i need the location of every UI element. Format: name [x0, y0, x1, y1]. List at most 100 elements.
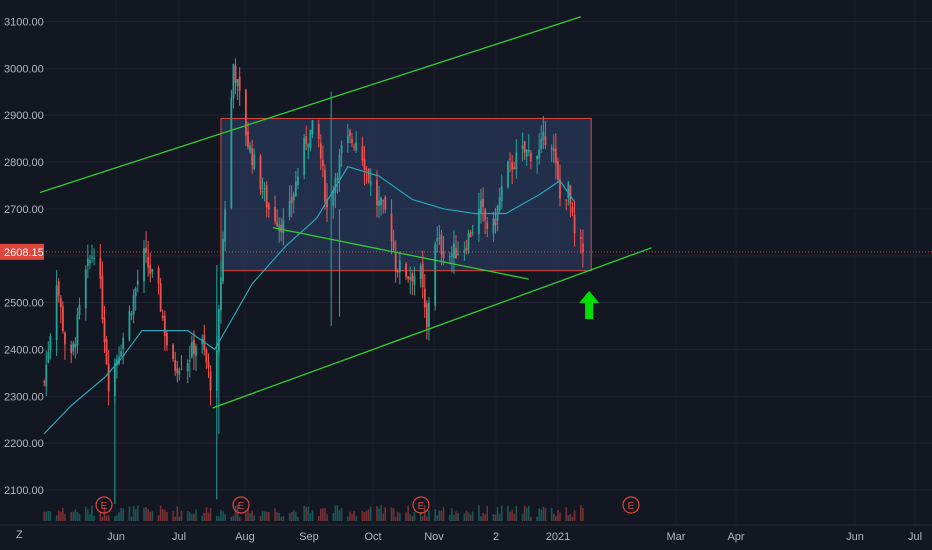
candle-body: [74, 343, 77, 348]
volume-bar: [261, 510, 264, 521]
candle-body: [172, 344, 175, 360]
candle-body: [76, 314, 79, 346]
volume-bar: [70, 512, 72, 521]
volume-bar: [384, 507, 387, 521]
candle-body: [321, 160, 324, 167]
candle-body: [130, 313, 133, 316]
volume-bar: [424, 505, 426, 521]
candle-body: [440, 234, 443, 254]
x-tick-label: Oct: [364, 531, 381, 543]
candle-body: [89, 260, 91, 264]
volume-bar: [101, 516, 104, 521]
candle-body: [390, 213, 393, 242]
volume-bar: [195, 509, 197, 521]
volume-bar: [307, 506, 310, 521]
volume-bar: [442, 507, 445, 521]
candle-body: [236, 79, 239, 87]
earnings-marker-label: E: [628, 501, 635, 512]
candle-body: [143, 248, 145, 282]
volume-bar: [103, 506, 106, 521]
volume-bar: [320, 508, 322, 521]
candle-body: [84, 269, 87, 309]
candle-body: [186, 363, 189, 372]
volume-bar: [540, 509, 543, 521]
volume-bar: [486, 506, 488, 521]
volume-bar: [426, 516, 428, 521]
candle-body: [480, 200, 482, 213]
volume-bar: [448, 514, 451, 521]
volume-bar: [178, 516, 181, 521]
volume-bar: [567, 515, 570, 521]
volume-bar: [515, 505, 518, 521]
candle-body: [59, 297, 62, 307]
volume-bar: [99, 511, 102, 521]
volume-bar: [467, 512, 470, 521]
candle-body: [511, 161, 514, 170]
volume-bar: [338, 510, 341, 521]
candle-body: [251, 148, 254, 166]
candle-body: [57, 281, 60, 296]
arrow-up-icon: [579, 290, 600, 319]
volume-bar: [234, 505, 237, 521]
volume-bar: [411, 516, 414, 521]
volume-bar: [245, 512, 247, 521]
volume-bar: [407, 505, 409, 521]
volume-bar: [268, 511, 270, 521]
volume-bar: [347, 516, 349, 521]
candle-body: [43, 381, 46, 383]
candle-body: [378, 200, 380, 206]
candle-body: [288, 200, 291, 217]
volume-bar: [166, 511, 168, 521]
candle-body: [436, 238, 439, 242]
candle-body: [428, 302, 430, 327]
candle-body: [355, 142, 358, 151]
volume-bar: [297, 516, 299, 521]
candle-body: [351, 138, 353, 143]
candle-body: [207, 362, 210, 369]
candle-body: [336, 177, 339, 180]
volume-bar: [322, 508, 324, 521]
volume-bar: [151, 511, 154, 521]
candle-body: [434, 243, 437, 306]
volume-bar: [571, 516, 574, 521]
volume-bar: [451, 508, 453, 521]
volume-bar: [544, 507, 547, 521]
volume-bar: [172, 511, 174, 521]
candle-body: [234, 65, 237, 84]
candle-body: [507, 161, 509, 188]
annotations-front: [39, 16, 652, 409]
volume-bar: [49, 511, 52, 521]
candle-body: [398, 260, 401, 272]
candle-body: [147, 256, 150, 268]
volume-bar: [292, 510, 295, 521]
volume-bar: [87, 509, 89, 521]
candle-body: [573, 214, 576, 234]
candle-body: [394, 253, 397, 272]
candle-body: [411, 272, 414, 282]
volume-bar: [557, 510, 559, 521]
candle-body: [324, 169, 326, 202]
volume-bar: [394, 516, 397, 521]
volume-bar: [334, 505, 337, 521]
candle-body: [294, 181, 297, 196]
candle-body: [409, 277, 412, 280]
candle-body: [361, 146, 364, 161]
volume-bar: [282, 515, 285, 521]
candle-body: [392, 240, 395, 251]
candle-body: [145, 247, 147, 253]
candle-body: [220, 277, 222, 311]
candle-body: [579, 237, 582, 240]
candle-body: [201, 339, 204, 345]
volume-bar: [191, 514, 193, 521]
candle-body: [527, 149, 530, 153]
volume-bar: [507, 505, 509, 521]
volume-bar: [136, 505, 139, 521]
x-tick-label: Jul: [908, 531, 922, 543]
candle-body: [494, 218, 497, 226]
candle-body: [151, 269, 154, 272]
volume-bar: [559, 512, 561, 521]
candle-body: [407, 276, 410, 279]
volume-bar: [105, 516, 108, 521]
volume-bar: [159, 505, 162, 521]
